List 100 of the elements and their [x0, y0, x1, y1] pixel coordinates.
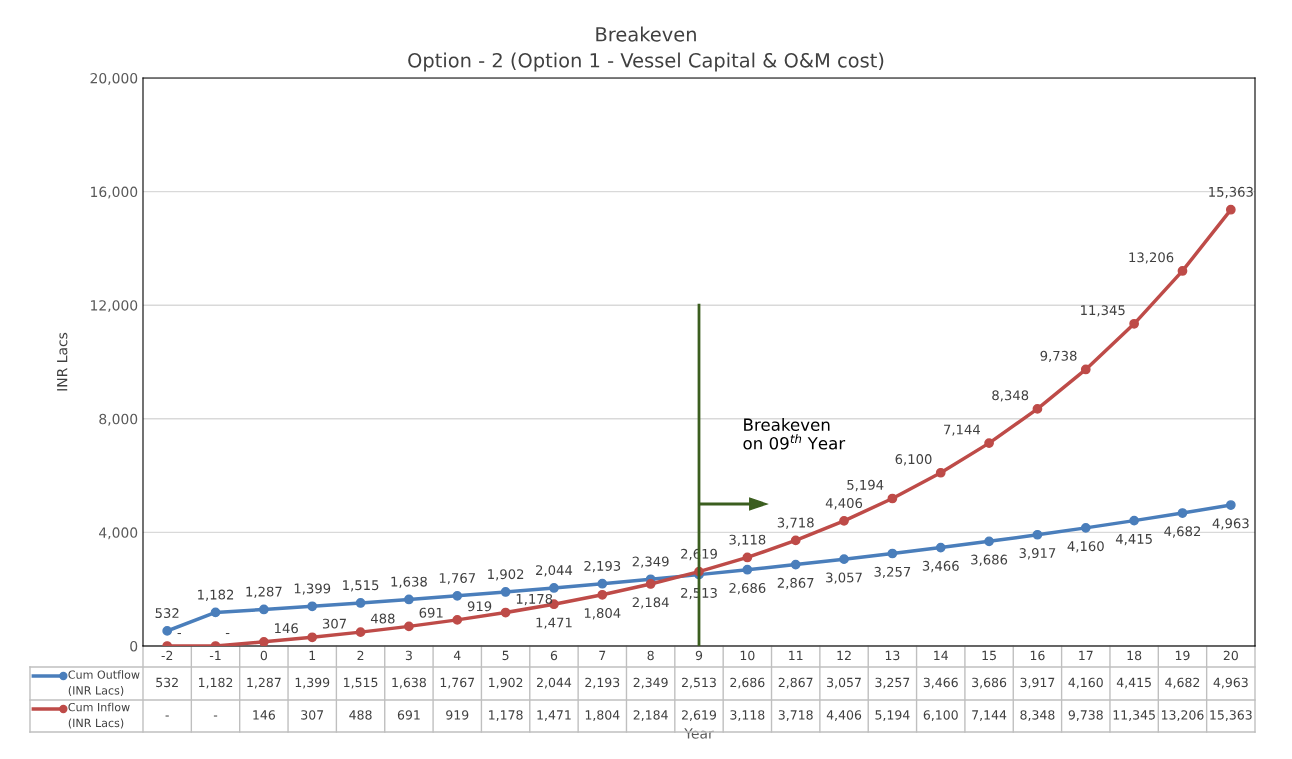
y-tick-label: 0: [130, 640, 138, 652]
point: [887, 493, 898, 504]
data-label: 691: [397, 710, 420, 720]
point: [742, 552, 753, 563]
point: [307, 632, 318, 643]
x-axis-title: Year: [684, 728, 714, 739]
text: -: [177, 633, 182, 635]
text: 1,471: [536, 617, 572, 629]
point: [452, 590, 463, 601]
x-tick-label: 3: [405, 650, 412, 661]
text: 9,738: [1040, 350, 1077, 363]
data-label: 1,767: [440, 677, 475, 689]
point: [1080, 364, 1091, 375]
data-label: 4,682: [1165, 677, 1200, 689]
text: 1,287: [246, 586, 282, 598]
data-label: 2,619: [682, 710, 717, 721]
text: 13,206: [1129, 252, 1174, 264]
text: 4,415: [1115, 534, 1152, 546]
text: 3,466: [922, 560, 959, 573]
chart-title: Breakeven: [596, 26, 696, 42]
point: [162, 626, 173, 636]
data-label: 1,287: [247, 677, 281, 689]
data-label: 3,718: [778, 710, 813, 721]
point: [404, 594, 414, 605]
data-label: 3,466: [923, 677, 958, 689]
y-tick-label: 20,000: [90, 72, 138, 85]
data-label: 3,686: [972, 677, 1007, 689]
data-label: 1,515: [344, 677, 378, 689]
text: 6,100: [895, 454, 932, 466]
y-tick-label: 4,000: [99, 527, 138, 540]
point: [404, 621, 414, 632]
x-tick-label: 18: [1127, 650, 1142, 661]
point: [259, 636, 269, 646]
x-tick-label: 5: [502, 650, 509, 661]
x-tick-label: 12: [837, 650, 851, 660]
x-tick-label: 15: [982, 650, 996, 661]
data-label: 1,902: [489, 677, 523, 689]
point: [1225, 204, 1236, 215]
text: 11,345: [1081, 305, 1125, 317]
point: [1177, 266, 1188, 276]
data-label: 4,415: [1116, 677, 1151, 689]
point: [1080, 522, 1091, 533]
data-label: 11,345: [1113, 710, 1155, 721]
point: [935, 467, 946, 478]
text: 307: [322, 618, 346, 629]
data-label: 8,348: [1020, 710, 1055, 721]
legend-label: Cum Outflow (INR Lacs): [68, 670, 140, 696]
text: 1,182: [198, 589, 234, 601]
x-tick-label: 19: [1175, 650, 1190, 661]
point: [839, 554, 849, 565]
point: [1129, 318, 1139, 329]
data-label: 3,917: [1020, 677, 1055, 689]
y-tick-label: 16,000: [91, 186, 138, 199]
point: [1129, 515, 1139, 526]
text: 919: [467, 601, 492, 612]
text: 15,363: [1209, 186, 1253, 199]
x-tick-label: 16: [1030, 650, 1045, 661]
x-tick-label: 9: [695, 650, 703, 661]
data-label: 2,184: [633, 710, 668, 721]
point: [597, 589, 608, 600]
x-tick-label: 7: [599, 650, 606, 660]
data-label: 15,363: [1210, 710, 1252, 721]
text: 2,686: [729, 583, 766, 595]
annotation: Breakeven on 09$^{th}$ Year: [743, 418, 846, 450]
x-tick-label: -2: [161, 650, 173, 660]
data-label: 5,194: [875, 710, 910, 721]
data-label: 1,804: [585, 710, 620, 721]
x-tick-label: 2: [357, 650, 364, 660]
point: [500, 607, 511, 618]
point: [984, 438, 994, 448]
data-label: 4,406: [826, 710, 862, 721]
text: 1,638: [391, 576, 427, 588]
text: 2,193: [584, 560, 621, 573]
point: [452, 615, 463, 625]
legend-label: Cum Inflow (INR Lacs): [68, 702, 130, 729]
data-label: 9,738: [1068, 710, 1103, 721]
data-label: 4,963: [1213, 677, 1248, 689]
data-label: 919: [446, 710, 469, 720]
text: 691: [419, 607, 443, 618]
text: 1,515: [343, 580, 379, 592]
x-tick-label: 20: [1223, 650, 1238, 661]
point: [1032, 404, 1043, 414]
point: [645, 579, 656, 589]
data-label: 6,100: [923, 710, 958, 721]
data-label: 4,160: [1068, 677, 1103, 689]
y-tick-label: 8,000: [99, 413, 138, 426]
data-label: 2,044: [536, 677, 572, 689]
text: 1,804: [584, 608, 621, 620]
data-label: 2,513: [682, 677, 716, 689]
point: [1177, 508, 1188, 518]
data-label: 1,399: [295, 677, 330, 689]
text: 4,682: [1164, 526, 1201, 538]
point: [259, 604, 269, 615]
point: [887, 548, 898, 559]
text: 8,348: [992, 390, 1029, 402]
data-label: 7,144: [972, 710, 1007, 721]
point: [307, 601, 318, 612]
y-axis-title: INR Lacs: [57, 332, 68, 391]
point: [500, 587, 511, 597]
point: [1032, 529, 1043, 540]
